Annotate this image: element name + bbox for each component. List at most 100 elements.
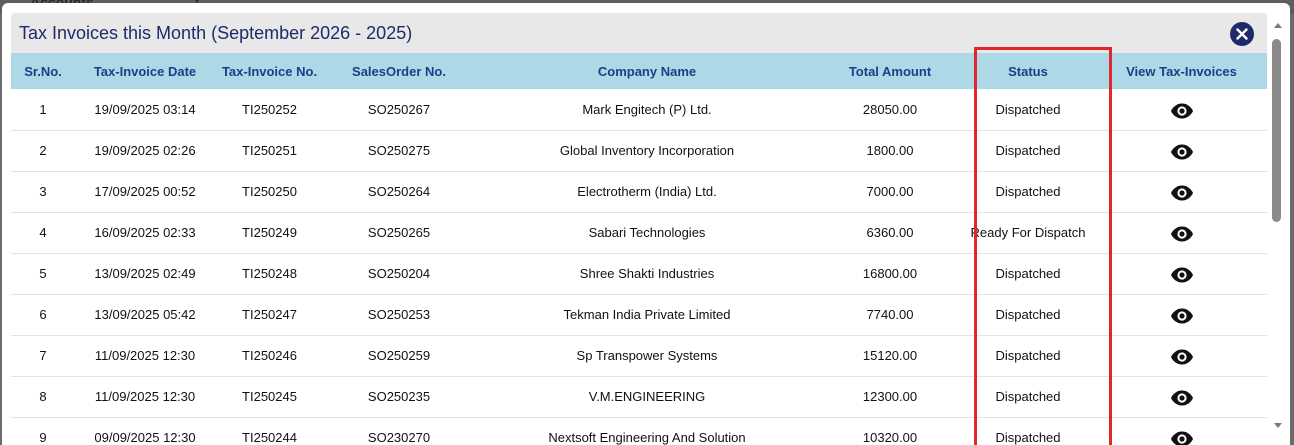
invoice-date-cell: 11/09/2025 12:30 [94, 389, 196, 404]
view-invoice-cell [1096, 130, 1267, 171]
status-cell: Dispatched [995, 348, 1061, 363]
status-cell: Ready For Dispatch [970, 225, 1086, 240]
sr-no-cell: 6 [39, 307, 47, 322]
status-cell: Dispatched [995, 307, 1061, 322]
tax-invoices-table: Sr.No. Tax-Invoice Date Tax-Invoice No. Sal… [11, 53, 1267, 445]
company-name-cell: Sp Transpower Systems [576, 348, 718, 363]
eye-icon[interactable] [1170, 225, 1194, 243]
view-invoice-cell [1096, 253, 1267, 294]
total-amount-cell: 1800.00 [866, 143, 914, 158]
scrollbar-thumb[interactable] [1272, 39, 1281, 222]
sr-no-cell: 9 [39, 430, 47, 445]
col-invoice-date-header: Tax-Invoice Date [93, 63, 197, 79]
total-amount-cell: 16800.00 [862, 266, 918, 281]
status-cell: Dispatched [995, 184, 1061, 199]
table-row: 5 13/09/2025 02:49 TI250248 SO250204 Shree S… [11, 253, 1267, 294]
table-row: 1 19/09/2025 03:14 TI250252 SO250267 Mark En… [11, 89, 1267, 130]
status-cell: Dispatched [995, 143, 1061, 158]
salesorder-no-cell: SO250275 [367, 143, 431, 158]
sr-no-cell: 2 [39, 143, 47, 158]
status-cell: Dispatched [995, 389, 1061, 404]
vertical-scrollbar[interactable] [1268, 17, 1288, 445]
view-invoice-cell [1096, 89, 1267, 130]
sr-no-cell: 4 [39, 225, 47, 240]
status-cell: Dispatched [995, 101, 1061, 117]
view-invoice-cell [1096, 417, 1267, 445]
eye-icon[interactable] [1170, 266, 1194, 284]
invoice-date-cell: 19/09/2025 03:14 [94, 101, 196, 117]
col-status-header: Status [1008, 63, 1048, 79]
company-name-cell: Shree Shakti Industries [579, 266, 715, 281]
invoice-date-cell: 16/09/2025 02:33 [94, 225, 196, 240]
col-sr-no-header: Sr.No. [24, 63, 62, 79]
company-name-cell: Nextsoft Engineering And Solution [548, 430, 746, 445]
close-icon[interactable] [1230, 22, 1254, 46]
invoice-date-cell: 19/09/2025 02:26 [94, 143, 196, 158]
invoice-no-cell: TI250246 [242, 348, 297, 363]
invoice-no-cell: TI250250 [242, 184, 297, 199]
table-row: 6 13/09/2025 05:42 TI250247 SO250253 Tekman … [11, 294, 1267, 335]
status-cell: Dispatched [995, 266, 1061, 281]
eye-icon[interactable] [1170, 348, 1194, 366]
view-invoice-cell [1096, 294, 1267, 335]
table-row: 4 16/09/2025 02:33 TI250249 SO250265 Sabari … [11, 212, 1267, 253]
invoice-no-cell: TI250251 [242, 143, 297, 158]
invoice-date-cell: 17/09/2025 00:52 [94, 184, 196, 199]
table-row: 3 17/09/2025 00:52 TI250250 SO250264 Electro… [11, 171, 1267, 212]
sr-no-cell: 8 [39, 389, 47, 404]
eye-icon[interactable] [1170, 307, 1194, 325]
company-name-cell: V.M.ENGINEERING [588, 389, 706, 404]
invoice-no-cell: TI250252 [242, 101, 297, 117]
eye-icon[interactable] [1170, 143, 1194, 161]
table-row: 8 11/09/2025 12:30 TI250245 SO250235 V.M.ENG… [11, 376, 1267, 417]
sr-no-cell: 5 [39, 266, 47, 281]
invoice-no-cell: TI250247 [242, 307, 297, 322]
salesorder-no-cell: SO250204 [367, 266, 431, 281]
tax-invoices-modal: Tax Invoices this Month (September 2026 … [2, 3, 1290, 445]
company-name-cell: Sabari Technologies [588, 225, 706, 240]
table-header-row: Sr.No. Tax-Invoice Date Tax-Invoice No. Sal… [11, 53, 1267, 89]
view-invoice-cell [1096, 335, 1267, 376]
view-invoice-cell [1096, 376, 1267, 417]
total-amount-cell: 7000.00 [866, 184, 914, 199]
table-row: 7 11/09/2025 12:30 TI250246 SO250259 Sp Tran… [11, 335, 1267, 376]
scroll-up-icon[interactable] [1274, 23, 1282, 28]
tax-invoices-table-container: Sr.No. Tax-Invoice Date Tax-Invoice No. Sal… [11, 53, 1267, 445]
invoice-no-cell: TI250245 [242, 389, 297, 404]
eye-icon[interactable] [1170, 389, 1194, 407]
invoice-no-cell: TI250244 [242, 430, 297, 445]
salesorder-no-cell: SO250267 [367, 101, 431, 117]
invoice-no-cell: TI250249 [242, 225, 297, 240]
col-company-name-header: Company Name [597, 63, 697, 79]
eye-icon[interactable] [1170, 430, 1194, 445]
total-amount-cell: 7740.00 [866, 307, 914, 322]
eye-icon[interactable] [1170, 184, 1194, 202]
total-amount-cell: 12300.00 [862, 389, 918, 404]
company-name-cell: Global Inventory Incorporation [559, 143, 735, 158]
salesorder-no-cell: SO250235 [367, 389, 431, 404]
company-name-cell: Electrotherm (India) Ltd. [577, 184, 717, 199]
salesorder-no-cell: SO250253 [367, 307, 431, 322]
col-salesorder-no-header: SalesOrder No. [352, 63, 446, 79]
invoice-date-cell: 13/09/2025 02:49 [94, 266, 196, 281]
invoice-date-cell: 09/09/2025 12:30 [94, 430, 196, 445]
eye-icon[interactable] [1170, 102, 1194, 120]
sr-no-cell: 7 [39, 348, 47, 363]
col-view-invoices-header: View Tax-Invoices [1126, 63, 1237, 79]
invoice-date-cell: 11/09/2025 12:30 [94, 348, 196, 363]
total-amount-cell: 15120.00 [862, 348, 918, 363]
total-amount-cell: 28050.00 [862, 101, 918, 117]
table-row: 9 09/09/2025 12:30 TI250244 SO230270 Nextsof… [11, 417, 1267, 445]
salesorder-no-cell: SO230270 [367, 430, 431, 445]
sr-no-cell: 3 [39, 184, 47, 199]
sr-no-cell: 1 [39, 101, 47, 117]
company-name-cell: Tekman India Private Limited [563, 307, 731, 322]
view-invoice-cell [1096, 171, 1267, 212]
scroll-down-icon[interactable] [1274, 423, 1282, 428]
modal-title: Tax Invoices this Month (September 2026 … [19, 23, 413, 43]
salesorder-no-cell: SO250259 [367, 348, 431, 363]
company-name-cell: Mark Engitech (P) Ltd. [582, 101, 712, 117]
salesorder-no-cell: SO250264 [367, 184, 431, 199]
col-invoice-no-header: Tax-Invoice No. [221, 63, 318, 79]
modal-header: Tax Invoices this Month (September 2026 … [11, 13, 1267, 53]
